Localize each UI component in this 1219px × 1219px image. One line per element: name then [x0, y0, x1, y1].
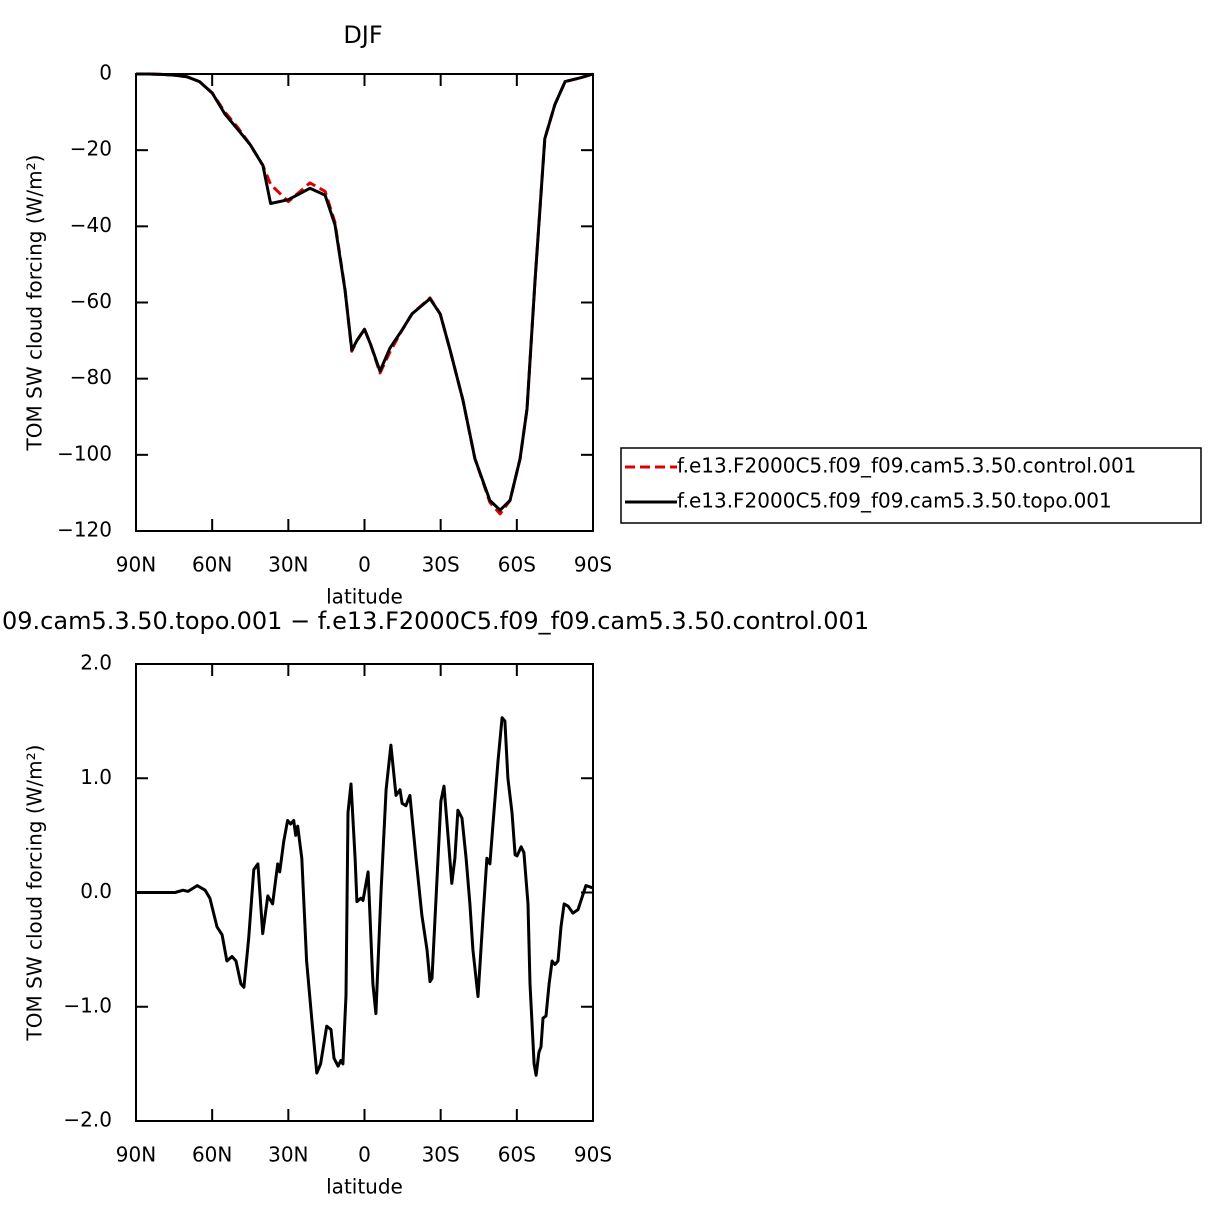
plot-frame	[135, 73, 594, 532]
y-tick-label: −120	[57, 518, 112, 542]
y-tick-label: −2.0	[63, 1108, 112, 1132]
x-tick-label: 0	[358, 1143, 371, 1167]
data-line	[136, 72, 594, 512]
legend-label: f.e13.F2000C5.f09_f09.cam5.3.50.control.…	[677, 454, 1136, 478]
x-tick-label: 90S	[574, 1143, 612, 1167]
x-tick-label: 60S	[498, 1143, 536, 1167]
y-axis-label: TOM SW cloud forcing (W/m²)	[23, 745, 47, 1042]
x-tick-label: 60N	[192, 1143, 232, 1167]
x-tick-label: 60N	[192, 553, 232, 577]
data-line	[136, 72, 594, 516]
y-tick-label: −20	[70, 137, 112, 161]
y-tick-label: 2.0	[80, 651, 112, 675]
plot-frame	[135, 663, 594, 1122]
y-tick-label: −60	[70, 289, 112, 313]
x-tick-label: 30N	[268, 553, 308, 577]
x-tick-label: 30N	[268, 1143, 308, 1167]
x-tick-label: 90N	[116, 1143, 156, 1167]
y-tick-label: −1.0	[63, 993, 112, 1017]
y-tick-label: −80	[70, 365, 112, 389]
y-tick-label: 0	[99, 61, 112, 85]
legend-label: f.e13.F2000C5.f09_f09.cam5.3.50.topo.001	[677, 489, 1112, 513]
data-line	[136, 716, 594, 1077]
y-axis-label: TOM SW cloud forcing (W/m²)	[23, 155, 47, 452]
legend-box	[620, 447, 1202, 524]
chart-title: DJF	[343, 21, 382, 49]
y-tick-label: −40	[70, 213, 112, 237]
y-tick-label: −100	[57, 441, 112, 465]
x-axis-label: latitude	[326, 585, 403, 609]
y-tick-label: 1.0	[80, 765, 112, 789]
x-tick-label: 0	[358, 553, 371, 577]
chart-title: 09.cam5.3.50.topo.001 − f.e13.F2000C5.f0…	[2, 607, 869, 635]
x-tick-label: 30S	[422, 1143, 460, 1167]
y-tick-label: 0.0	[80, 879, 112, 903]
x-tick-label: 90S	[574, 553, 612, 577]
x-axis-label: latitude	[326, 1175, 403, 1199]
x-tick-label: 60S	[498, 553, 536, 577]
x-tick-label: 90N	[116, 553, 156, 577]
x-tick-label: 30S	[422, 553, 460, 577]
